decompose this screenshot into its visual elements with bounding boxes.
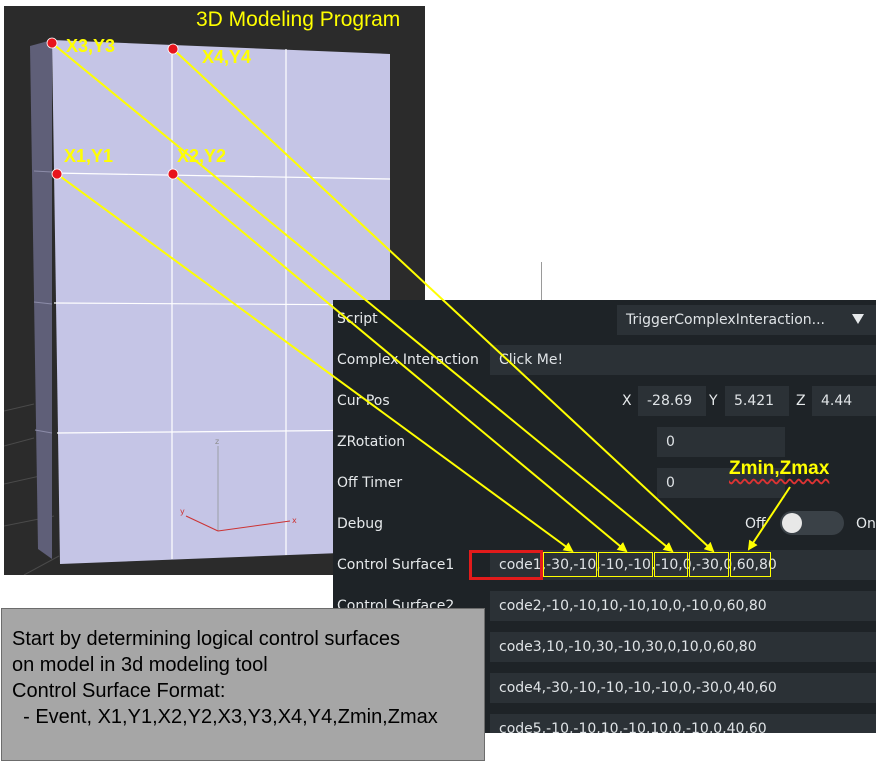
control-surface1-input[interactable]: code1,-30,-10,-10,-10,-10,0,-30,0,60,80 xyxy=(490,550,876,580)
control-surface4-input[interactable]: code4,-30,-10,-10,-10,-10,0,-30,0,40,60 xyxy=(490,673,876,703)
cur-pos-label: Cur Pos xyxy=(337,393,390,409)
x4y4-highlight xyxy=(689,552,729,577)
debug-label: Debug xyxy=(337,516,384,532)
event-code-highlight xyxy=(469,550,543,580)
x3y3-highlight xyxy=(654,552,688,577)
cur-pos-x-input[interactable]: -28.69 xyxy=(638,386,706,416)
viewport-title: 3D Modeling Program xyxy=(196,8,401,31)
x1y1-label: X1,Y1 xyxy=(64,146,114,166)
debug-toggle[interactable] xyxy=(780,511,844,535)
off-timer-label: Off Timer xyxy=(337,475,403,491)
instruction-note: Start by determining logical control sur… xyxy=(1,608,485,761)
model-side-face xyxy=(30,40,52,559)
zrotation-input[interactable]: 0 xyxy=(657,427,785,457)
x3y3-label: X3,Y3 xyxy=(66,36,116,56)
debug-on-label: On xyxy=(856,516,876,532)
cur-pos-z-label: Z xyxy=(796,393,806,409)
note-line-3: Control Surface Format: xyxy=(12,680,226,702)
zrotation-label: ZRotation xyxy=(337,434,406,450)
gizmo-z-label: z xyxy=(215,437,219,446)
gizmo-y-label: y xyxy=(180,507,185,516)
zmin-zmax-highlight xyxy=(730,552,771,577)
cur-pos-y-input[interactable]: 5.421 xyxy=(725,386,789,416)
debug-toggle-knob xyxy=(782,513,802,533)
note-line-4: - Event, X1,Y1,X2,Y2,X3,Y3,X4,Y4,Zmin,Zm… xyxy=(12,706,438,728)
note-line-2: on model in 3d modeling tool xyxy=(12,654,268,676)
control-surface1-label: Control Surface1 xyxy=(337,557,455,573)
cur-pos-z-input[interactable]: 4.44 xyxy=(812,386,876,416)
debug-off-label: Off xyxy=(745,516,766,532)
control-surface5-input[interactable]: code5,-10,-10,10,-10,10,0,-10,0,40,60 xyxy=(490,714,876,733)
note-line-1: Start by determining logical control sur… xyxy=(12,628,400,650)
cur-pos-y-label: Y xyxy=(709,393,718,409)
dropdown-triangle-icon[interactable] xyxy=(851,313,865,325)
x2y2-label: X2,Y2 xyxy=(177,146,227,166)
panel-top-area xyxy=(541,262,876,300)
script-label: Script xyxy=(337,311,378,327)
x2y2-highlight xyxy=(598,552,653,577)
click-me-button-label: Click Me! xyxy=(499,352,564,368)
control-surface2-input[interactable]: code2,-10,-10,10,-10,10,0,-10,0,60,80 xyxy=(490,591,876,621)
click-me-button[interactable]: Click Me! xyxy=(490,345,876,375)
x1y1-highlight xyxy=(543,552,597,577)
script-dropdown-value: TriggerComplexInteraction... xyxy=(626,312,825,328)
complex-interaction-label: Complex Interaction xyxy=(337,352,479,368)
x4y4-label: X4,Y4 xyxy=(202,47,252,67)
gizmo-x-label: x xyxy=(292,516,297,525)
script-dropdown[interactable]: TriggerComplexInteraction... xyxy=(617,305,876,335)
zmin-zmax-label: Zmin,Zmax xyxy=(729,458,830,479)
control-surface1-value: code1,-30,-10,-10,-10,-10,0,-30,0,60,80 xyxy=(499,557,777,573)
control-surface3-input[interactable]: code3,10,-10,30,-10,30,0,10,0,60,80 xyxy=(490,632,876,662)
cur-pos-x-label: X xyxy=(622,393,632,409)
